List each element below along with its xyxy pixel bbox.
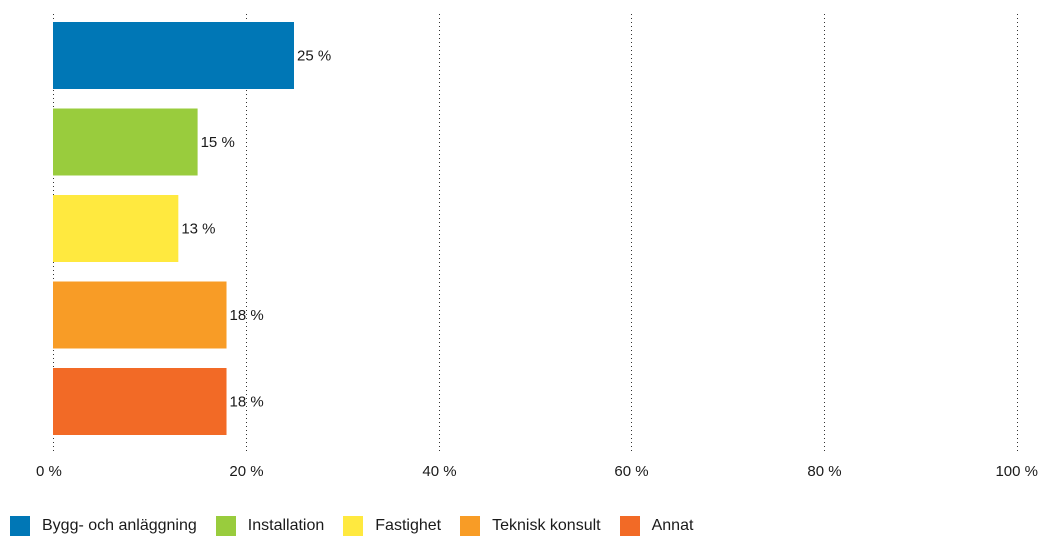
bar-value-label: 15 % bbox=[201, 134, 235, 151]
x-tick-label: 60 % bbox=[614, 463, 648, 480]
legend-swatch bbox=[619, 516, 640, 536]
x-tick-label: 0 % bbox=[36, 463, 62, 480]
legend-item-installation: Installation bbox=[215, 516, 325, 536]
x-axis-ticks: 0 % 20 % 40 % 60 % 80 % 100 % bbox=[36, 463, 1038, 480]
bar bbox=[53, 281, 227, 349]
x-tick-label: 80 % bbox=[807, 463, 841, 480]
legend-item-fastighet: Fastighet bbox=[343, 516, 441, 536]
bars bbox=[53, 22, 294, 435]
legend-label: Fastighet bbox=[375, 517, 442, 534]
legend-swatch bbox=[215, 516, 236, 536]
legend-label: Teknisk konsult bbox=[492, 517, 601, 534]
legend-item-teknisk-konsult: Teknisk konsult bbox=[460, 516, 601, 536]
legend-label: Annat bbox=[651, 517, 694, 534]
bar-value-label: 18 % bbox=[230, 394, 264, 411]
x-tick-label: 100 % bbox=[995, 463, 1038, 480]
legend-swatch bbox=[343, 516, 364, 536]
legend-swatch bbox=[460, 516, 481, 536]
legend-swatch bbox=[10, 516, 30, 536]
bar-value-labels: 25 % 15 % 13 % 18 % 18 % bbox=[181, 48, 331, 411]
legend-item-bygg: Bygg- och anläggning bbox=[10, 516, 197, 536]
legend: Bygg- och anläggning Installation Fastig… bbox=[10, 516, 712, 536]
bar bbox=[53, 22, 294, 89]
bar bbox=[53, 108, 198, 176]
bar bbox=[53, 195, 179, 262]
bar bbox=[53, 368, 227, 435]
x-tick-label: 40 % bbox=[422, 463, 456, 480]
bar-value-label: 25 % bbox=[297, 48, 331, 65]
legend-label: Installation bbox=[247, 517, 325, 534]
legend-item-annat: Annat bbox=[619, 516, 694, 536]
legend-label: Bygg- och anläggning bbox=[42, 517, 197, 534]
bar-value-label: 18 % bbox=[230, 307, 264, 324]
x-tick-label: 20 % bbox=[229, 463, 263, 480]
bar-value-label: 13 % bbox=[181, 221, 215, 238]
